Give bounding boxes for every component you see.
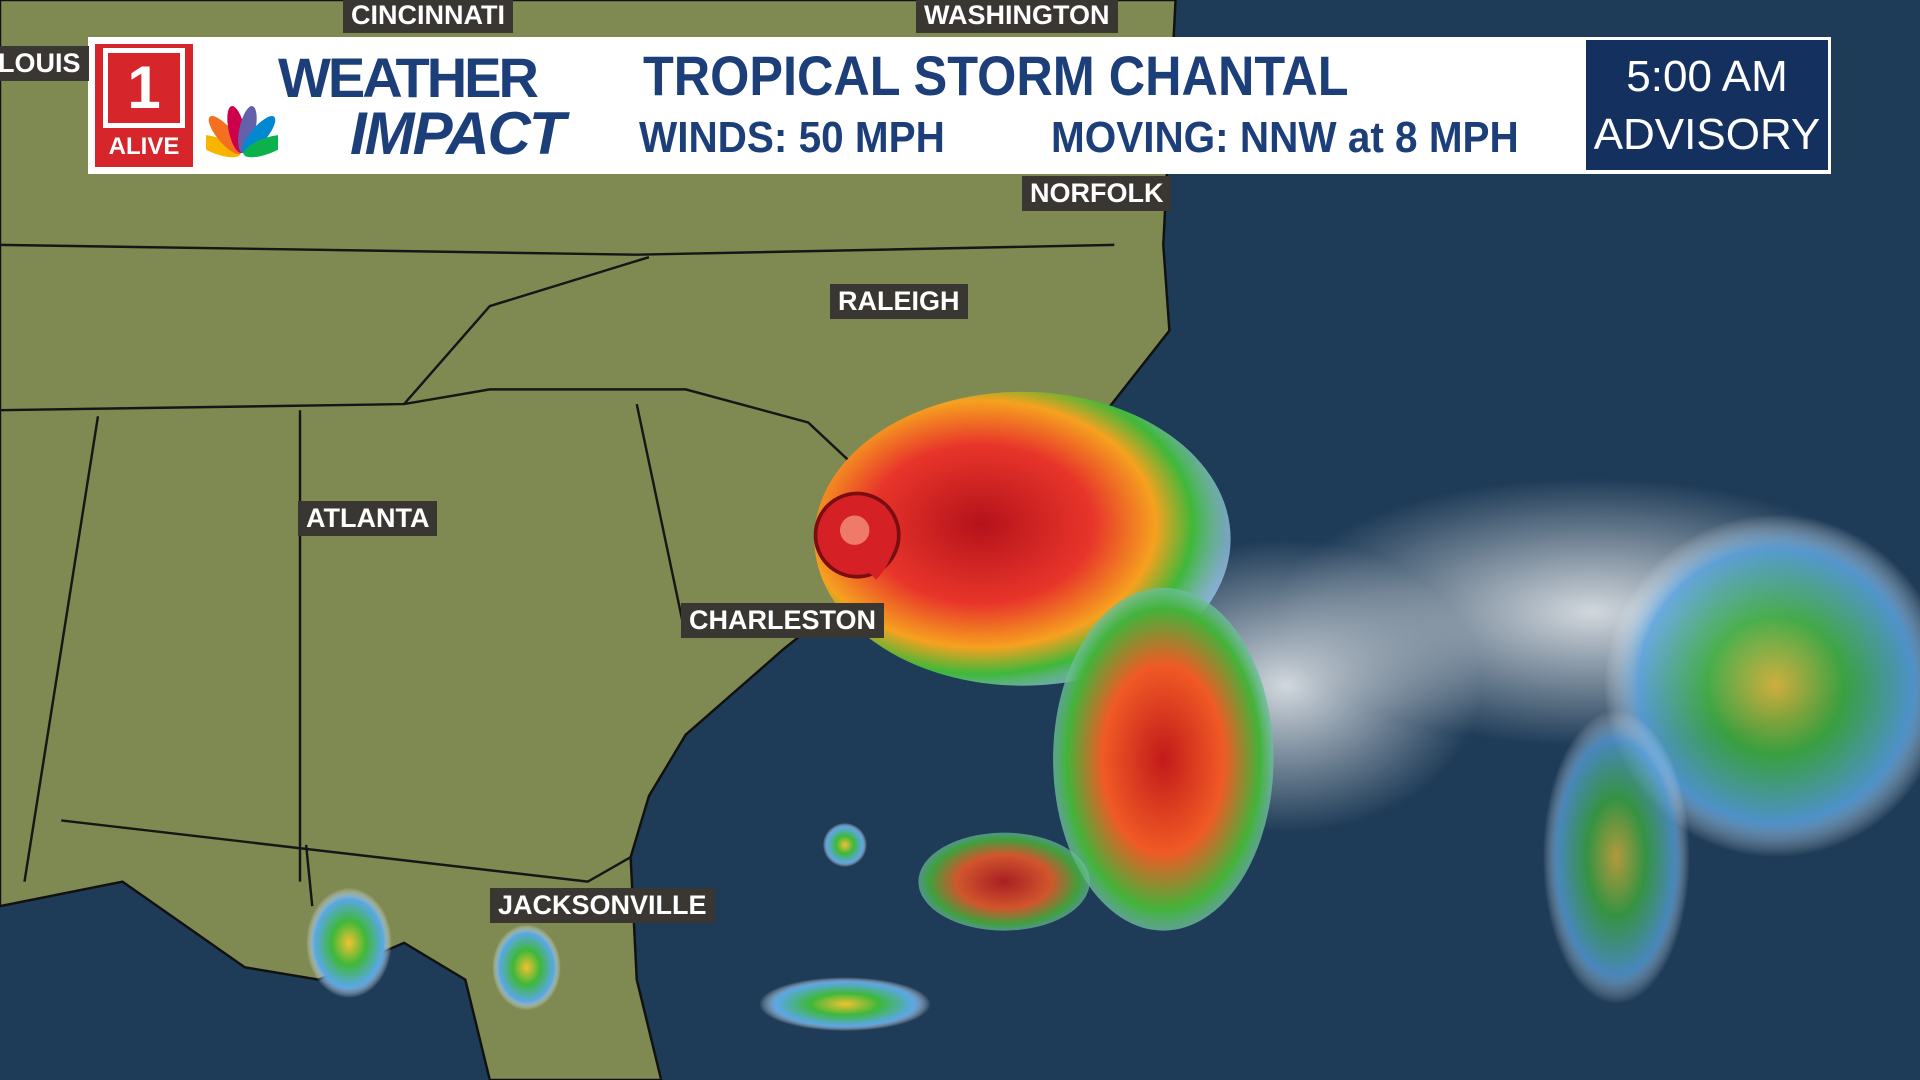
city-label: LOUIS: [0, 46, 89, 81]
brand-bottom: IMPACT: [350, 100, 566, 167]
header-banner: 1 ALIVE WEATHER IMPACT TROPICAL STORM CH…: [88, 37, 1831, 174]
advisory-box: 5:00 AM ADVISORY: [1586, 40, 1828, 170]
city-label: JACKSONVILLE: [490, 888, 715, 923]
city-label: NORFOLK: [1022, 176, 1172, 211]
storm-title: TROPICAL STORM CHANTAL: [643, 44, 1349, 107]
logo-number: 1: [103, 48, 185, 128]
city-label: CHARLESTON: [681, 603, 885, 638]
city-label: RALEIGH: [830, 284, 968, 319]
peacock-icon: [206, 106, 278, 158]
state-borders: [0, 243, 1115, 907]
advisory-label: ADVISORY: [1593, 110, 1821, 159]
station-logo: 1 ALIVE: [95, 44, 193, 167]
logo-text: ALIVE: [108, 133, 180, 160]
land: [0, 0, 1177, 1080]
moving: MOVING: NNW at 8 MPH: [1051, 113, 1519, 162]
city-label: CINCINNATI: [343, 0, 513, 33]
brand-top: WEATHER: [278, 46, 539, 109]
advisory-time: 5:00 AM: [1626, 52, 1788, 101]
winds: WINDS: 50 MPH: [639, 113, 945, 162]
city-label: WASHINGTON: [916, 0, 1118, 33]
storm-icon: [813, 491, 901, 580]
city-label: ATLANTA: [298, 501, 438, 536]
